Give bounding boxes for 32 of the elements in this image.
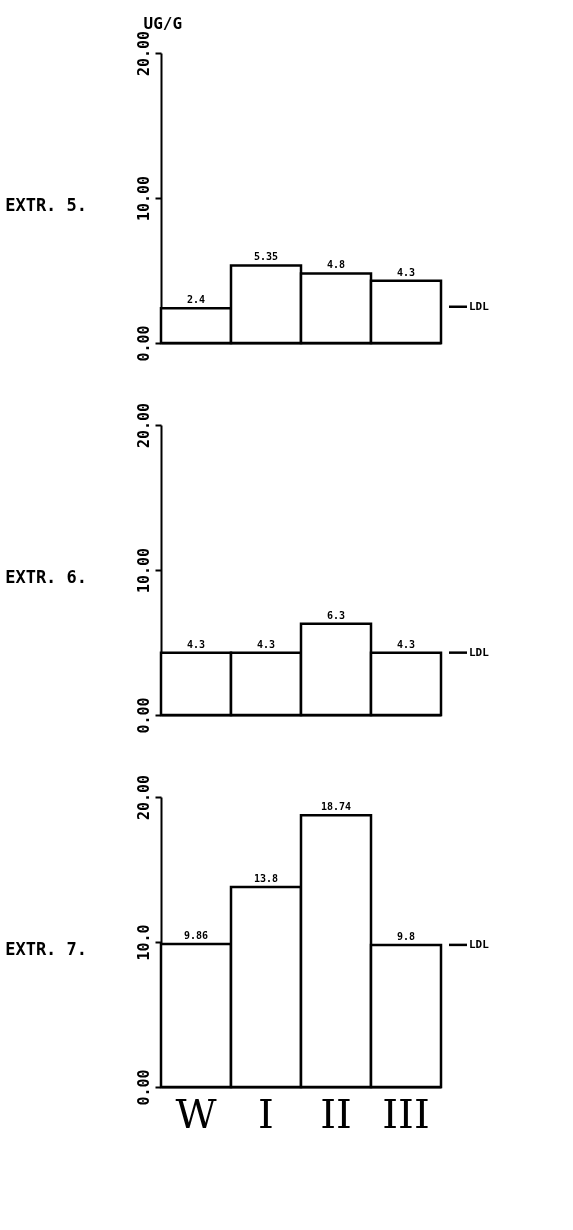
- data-label: 9.86: [183, 930, 209, 942]
- y-tick-label: 20.00: [134, 30, 153, 77]
- text: EXTR. 6.: [5, 567, 88, 587]
- y-axis-title: UG/G: [143, 13, 183, 33]
- data-label: 4.3: [396, 638, 416, 650]
- x-tick-label: W: [175, 1090, 217, 1137]
- y-tick-label: 0.00: [134, 697, 153, 734]
- data-label: 9.8: [396, 930, 416, 942]
- y-tick-label: 0.00: [134, 325, 153, 362]
- x-tick-label: II: [320, 1090, 352, 1137]
- data-label: 2.4: [186, 294, 206, 306]
- data-label: 5.35: [253, 251, 279, 263]
- ref-line-label: LDL: [469, 645, 490, 659]
- text: EXTR. 7.: [5, 939, 88, 959]
- data-label: 4.3: [256, 638, 276, 650]
- x-tick-label: III: [382, 1090, 430, 1137]
- data-label: 6.3: [326, 609, 346, 621]
- y-tick-label: 10.00: [134, 175, 153, 222]
- y-tick-label: 10.00: [134, 547, 153, 594]
- data-label: 4.8: [326, 259, 346, 271]
- y-tick-label: 20.00: [134, 774, 153, 821]
- data-label: 4.3: [396, 266, 416, 278]
- data-label: 13.8: [253, 872, 279, 884]
- y-tick-label: 20.00: [134, 402, 153, 449]
- data-label: 4.3: [186, 638, 206, 650]
- ref-line-label: LDL: [469, 937, 490, 951]
- y-tick-label: 0.00: [134, 1069, 153, 1106]
- data-label: 18.74: [320, 801, 352, 813]
- x-tick-label: I: [258, 1090, 274, 1137]
- ref-line-label: LDL: [469, 299, 490, 313]
- text: EXTR. 5.: [5, 195, 88, 215]
- y-tick-label: 10.0: [134, 924, 153, 961]
